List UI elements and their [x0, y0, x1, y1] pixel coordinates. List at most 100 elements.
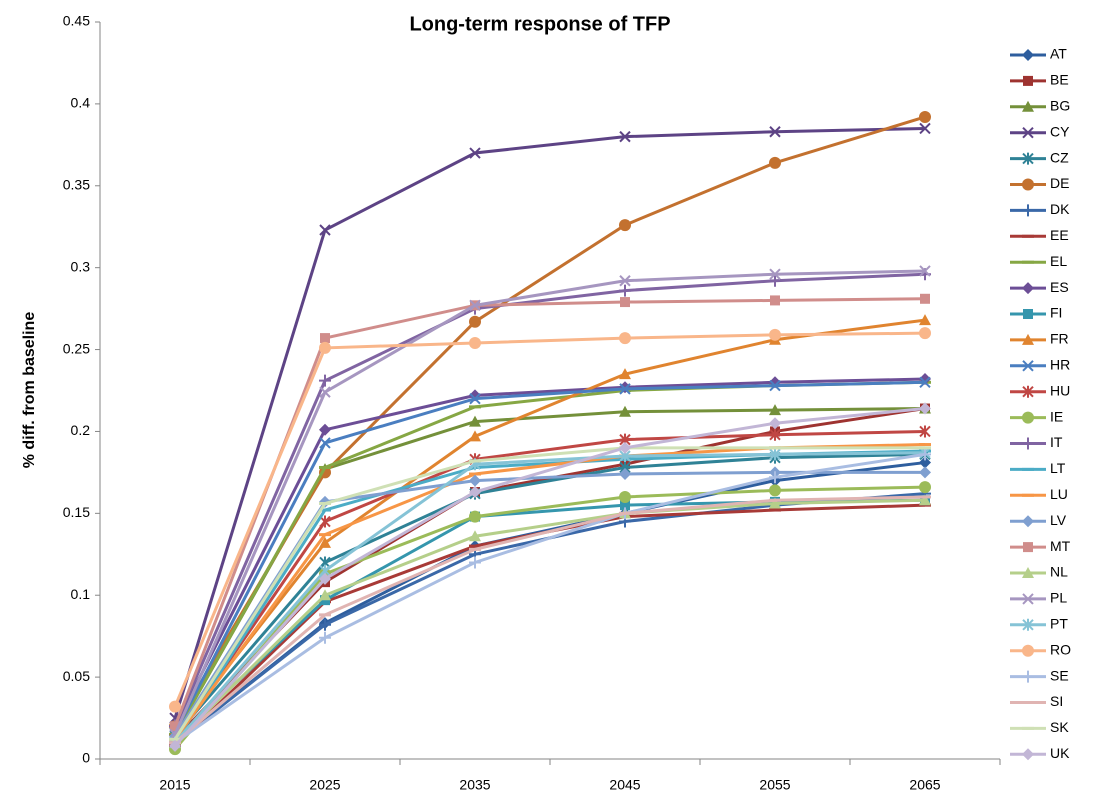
legend-marker — [1022, 567, 1034, 578]
legend-label: CY — [1050, 123, 1070, 139]
legend-label: AT — [1050, 46, 1067, 62]
y-tick-label: 0.3 — [71, 258, 91, 274]
data-point — [619, 219, 631, 232]
legend-label: LV — [1050, 512, 1067, 528]
series-line — [173, 498, 926, 744]
data-point — [469, 147, 481, 159]
data-point — [769, 274, 781, 287]
data-point — [319, 589, 331, 601]
data-point — [170, 721, 180, 732]
data-point — [619, 275, 631, 287]
data-point — [769, 268, 781, 280]
data-point — [770, 295, 780, 306]
legend-label: LT — [1050, 460, 1066, 476]
data-point — [469, 474, 481, 487]
legend-label: MT — [1050, 538, 1071, 554]
data-point — [769, 484, 781, 497]
legend-label: EE — [1050, 227, 1069, 243]
data-point — [469, 392, 481, 405]
series-line — [174, 452, 926, 744]
x-tick-label: 2065 — [909, 777, 940, 793]
legend-label: SE — [1050, 667, 1069, 683]
legend-marker — [1022, 411, 1034, 424]
x-tick-label: 2015 — [159, 777, 190, 793]
series-line — [173, 451, 926, 744]
x-tick-label: 2035 — [459, 777, 490, 793]
series-line — [173, 380, 926, 734]
legend-marker — [1023, 309, 1033, 319]
series-line — [173, 503, 926, 747]
y-tick-label: 0.45 — [63, 13, 90, 29]
data-point — [919, 466, 931, 479]
legend-label: FR — [1050, 331, 1069, 347]
data-point — [769, 471, 781, 484]
series-line — [173, 318, 926, 736]
series-line — [173, 407, 926, 747]
legend-label: IE — [1050, 408, 1063, 424]
data-point — [469, 315, 481, 328]
data-point — [620, 500, 630, 511]
series-line — [173, 126, 926, 719]
legend-marker — [1022, 515, 1034, 528]
data-point — [619, 368, 631, 380]
legend-label: CZ — [1050, 149, 1069, 165]
legend-label: ES — [1050, 279, 1069, 295]
legend-marker — [1022, 360, 1034, 372]
series-line — [173, 485, 926, 751]
data-point — [469, 337, 481, 350]
data-point — [919, 425, 931, 438]
data-point — [169, 700, 181, 713]
data-point — [919, 327, 931, 340]
series-line — [173, 449, 926, 744]
legend-label: SI — [1050, 693, 1063, 709]
data-point — [919, 122, 931, 135]
data-point — [319, 618, 331, 631]
series-line — [173, 377, 926, 727]
y-tick-label: 0 — [82, 750, 90, 766]
data-point — [919, 481, 931, 494]
chart-title: Long-term response of TFP — [409, 13, 670, 35]
data-point — [469, 530, 481, 542]
data-point — [619, 383, 631, 395]
data-point — [619, 130, 631, 143]
legend-marker — [1022, 204, 1034, 217]
y-tick-label: 0.15 — [63, 504, 90, 520]
legend-label: FI — [1050, 305, 1062, 321]
y-tick-label: 0.4 — [71, 95, 91, 111]
data-point — [319, 341, 331, 354]
legend-label: DE — [1050, 175, 1069, 191]
data-point — [469, 556, 481, 569]
data-point — [769, 379, 781, 392]
legend-marker — [1022, 748, 1034, 761]
data-point — [619, 332, 631, 345]
data-point — [769, 428, 781, 441]
legend-label: BE — [1050, 72, 1069, 88]
legend-label: EL — [1050, 253, 1067, 269]
legend-marker — [1023, 542, 1033, 553]
legend-label: SK — [1050, 719, 1069, 735]
data-point — [169, 739, 181, 752]
legend-marker — [1022, 333, 1034, 345]
data-point — [319, 423, 331, 436]
data-point — [620, 297, 630, 308]
data-point — [919, 110, 931, 123]
legend-marker — [1022, 618, 1034, 631]
data-point — [319, 224, 331, 236]
legend-marker — [1022, 670, 1034, 683]
data-point — [769, 417, 781, 430]
legend-marker — [1022, 126, 1034, 139]
series-line — [173, 452, 926, 738]
data-point — [919, 376, 931, 389]
data-point — [619, 405, 631, 417]
legend-marker — [1022, 282, 1034, 295]
y-tick-label: 0.2 — [71, 422, 91, 438]
legend-label: IT — [1050, 434, 1063, 450]
data-point — [769, 126, 781, 138]
legend-label: LU — [1050, 486, 1068, 502]
legend-label: HR — [1050, 357, 1070, 373]
series-line — [174, 495, 926, 744]
x-tick-label: 2055 — [759, 777, 790, 793]
legend-marker — [1022, 385, 1034, 398]
data-point — [769, 328, 781, 341]
